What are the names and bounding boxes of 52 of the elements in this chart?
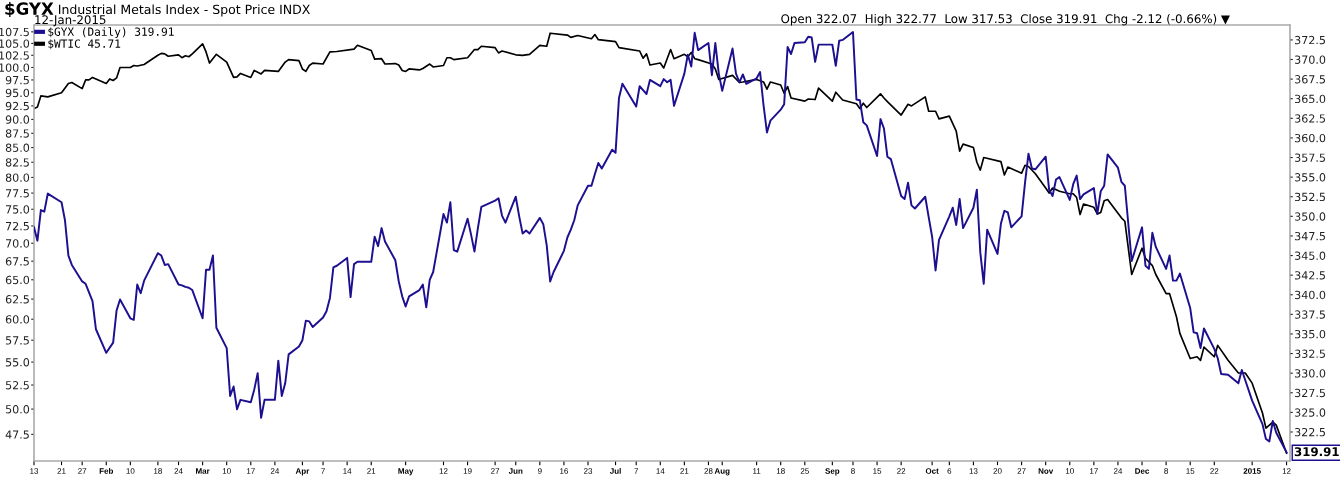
y-tick-label: 100.0	[0, 63, 30, 72]
y2-tick-label: 335.0	[1295, 329, 1326, 339]
y-tick-label: 62.5	[5, 295, 29, 304]
y-tick-label: 70.0	[6, 239, 30, 248]
y2-tick-label: 330.0	[1295, 369, 1326, 378]
y-tick-label: 82.5	[5, 158, 29, 167]
y2-tick-label: 345.0	[1295, 251, 1326, 260]
y-tick-label: 80.0	[5, 173, 30, 182]
y-tick-label: 57.5	[5, 336, 29, 345]
y-tick-label: 97.5	[5, 75, 29, 85]
y2-tick-label: 350.0	[1295, 212, 1326, 221]
y2-tick-label: 370.0	[1295, 55, 1326, 64]
y-tick-label: 77.5	[6, 189, 29, 198]
y2-tick-label: 327.5	[1295, 388, 1326, 398]
y2-tick-label: 322.5	[1295, 427, 1326, 437]
y2-tick-label: 360.0	[1295, 133, 1326, 143]
y-tick-label: 107.5	[0, 27, 29, 37]
y-tick-label: 85.0	[5, 143, 30, 152]
legend-label: $GYX (Daily) 319.91	[48, 27, 174, 39]
y2-tick-label: 362.5	[1295, 114, 1326, 123]
y2-tick-label: 347.5	[1295, 231, 1326, 241]
y2-tick-label: 352.5	[1295, 192, 1326, 202]
y2-tick-label: 340.0	[1295, 290, 1326, 300]
y2-tick-label: 365.0	[1295, 94, 1326, 104]
y2-tick-label: 367.5	[1295, 75, 1326, 84]
y-tick-label: 92.5	[5, 101, 29, 111]
y-tick-label: 72.5	[6, 221, 29, 231]
y-tick-label: 65.0	[5, 275, 30, 285]
y-tick-label: 87.5	[5, 129, 29, 138]
y-tick-label: 90.0	[5, 115, 30, 124]
y-tick-label: 95.0	[5, 88, 30, 98]
y2-tick-label: 325.0	[1295, 408, 1326, 417]
y2-tick-label: 332.5	[1295, 349, 1326, 358]
legend-label: $WTIC 45.71	[48, 39, 121, 50]
y-tick-label: 47.5	[5, 430, 29, 439]
y-tick-label: 67.5	[5, 257, 29, 266]
annotation: Open 322.07 High 322.77 Low 317.53 Close 319.91 Chg -2.12 (-0.66%) ▼	[781, 14, 1230, 26]
y2-tick-label: 355.0	[1295, 173, 1326, 182]
y2-tick-label: 342.5	[1295, 271, 1326, 280]
y-tick-label: 75.0	[6, 205, 30, 214]
y-tick-label: 50.0	[5, 405, 30, 414]
y2-tick-label: 372.5	[1295, 35, 1326, 45]
y-tick-label: 52.5	[5, 381, 29, 390]
y-tick-label: 60.0	[5, 315, 30, 324]
y-tick-label: 102.5	[0, 51, 29, 60]
text: 319.91	[1294, 447, 1339, 457]
chart-title: $GYX	[5, 2, 54, 18]
y2-tick-label: 357.5	[1295, 153, 1326, 162]
y-tick-label: 55.0	[5, 358, 30, 367]
y2-tick-label: 337.5	[1295, 310, 1326, 319]
y-tick-label: 105.0	[0, 39, 30, 48]
annotation: 12-Jan-2015	[35, 15, 106, 27]
